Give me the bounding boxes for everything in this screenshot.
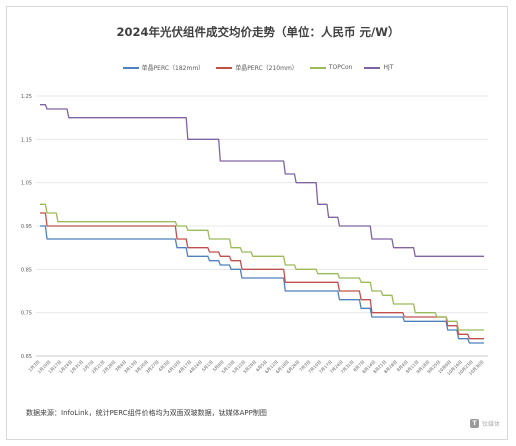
y-tick-label: 0.65 bbox=[21, 354, 32, 360]
legend-label: TOPCon bbox=[328, 64, 353, 71]
y-tick-label: 0.85 bbox=[21, 267, 32, 273]
series-line bbox=[40, 203, 484, 331]
legend-item: 单晶PERC（182mm） bbox=[122, 63, 205, 72]
y-tick-label: 1.05 bbox=[21, 181, 32, 187]
y-tick-label: 0.95 bbox=[21, 224, 32, 230]
source-note: 数据来源：InfoLink，统计PERC组件价格均为双面双玻数据，钛媒体APP制… bbox=[26, 409, 267, 417]
watermark: T 钛媒体 bbox=[470, 419, 500, 428]
legend-label: 单晶PERC（182mm） bbox=[141, 65, 205, 72]
watermark-text: 钛媒体 bbox=[482, 421, 501, 428]
chart-legend: 单晶PERC（182mm） 单晶PERC（210mm） TOPCon HJT bbox=[0, 63, 516, 72]
series-line bbox=[40, 225, 484, 344]
chart-title: 2024年光伏组件成交均价走势（单位：人民币 元/W） bbox=[116, 25, 400, 39]
legend-item: TOPCon bbox=[309, 63, 353, 72]
legend-label: 单晶PERC（210mm） bbox=[235, 65, 298, 72]
legend-swatch bbox=[122, 66, 139, 69]
series-line bbox=[40, 104, 484, 257]
y-tick-label: 1.25 bbox=[21, 94, 32, 100]
legend-swatch bbox=[216, 66, 233, 69]
legend-item: 单晶PERC（210mm） bbox=[216, 63, 298, 72]
legend-swatch bbox=[364, 66, 381, 69]
legend-label: HJT bbox=[383, 64, 394, 71]
watermark-logo-icon: T bbox=[470, 419, 479, 428]
legend-item: HJT bbox=[364, 63, 393, 72]
series-line bbox=[40, 212, 484, 340]
y-tick-label: 1.15 bbox=[21, 137, 32, 143]
legend-swatch bbox=[309, 66, 326, 69]
chart-frame bbox=[6, 6, 508, 440]
y-tick-label: 0.75 bbox=[21, 311, 32, 317]
